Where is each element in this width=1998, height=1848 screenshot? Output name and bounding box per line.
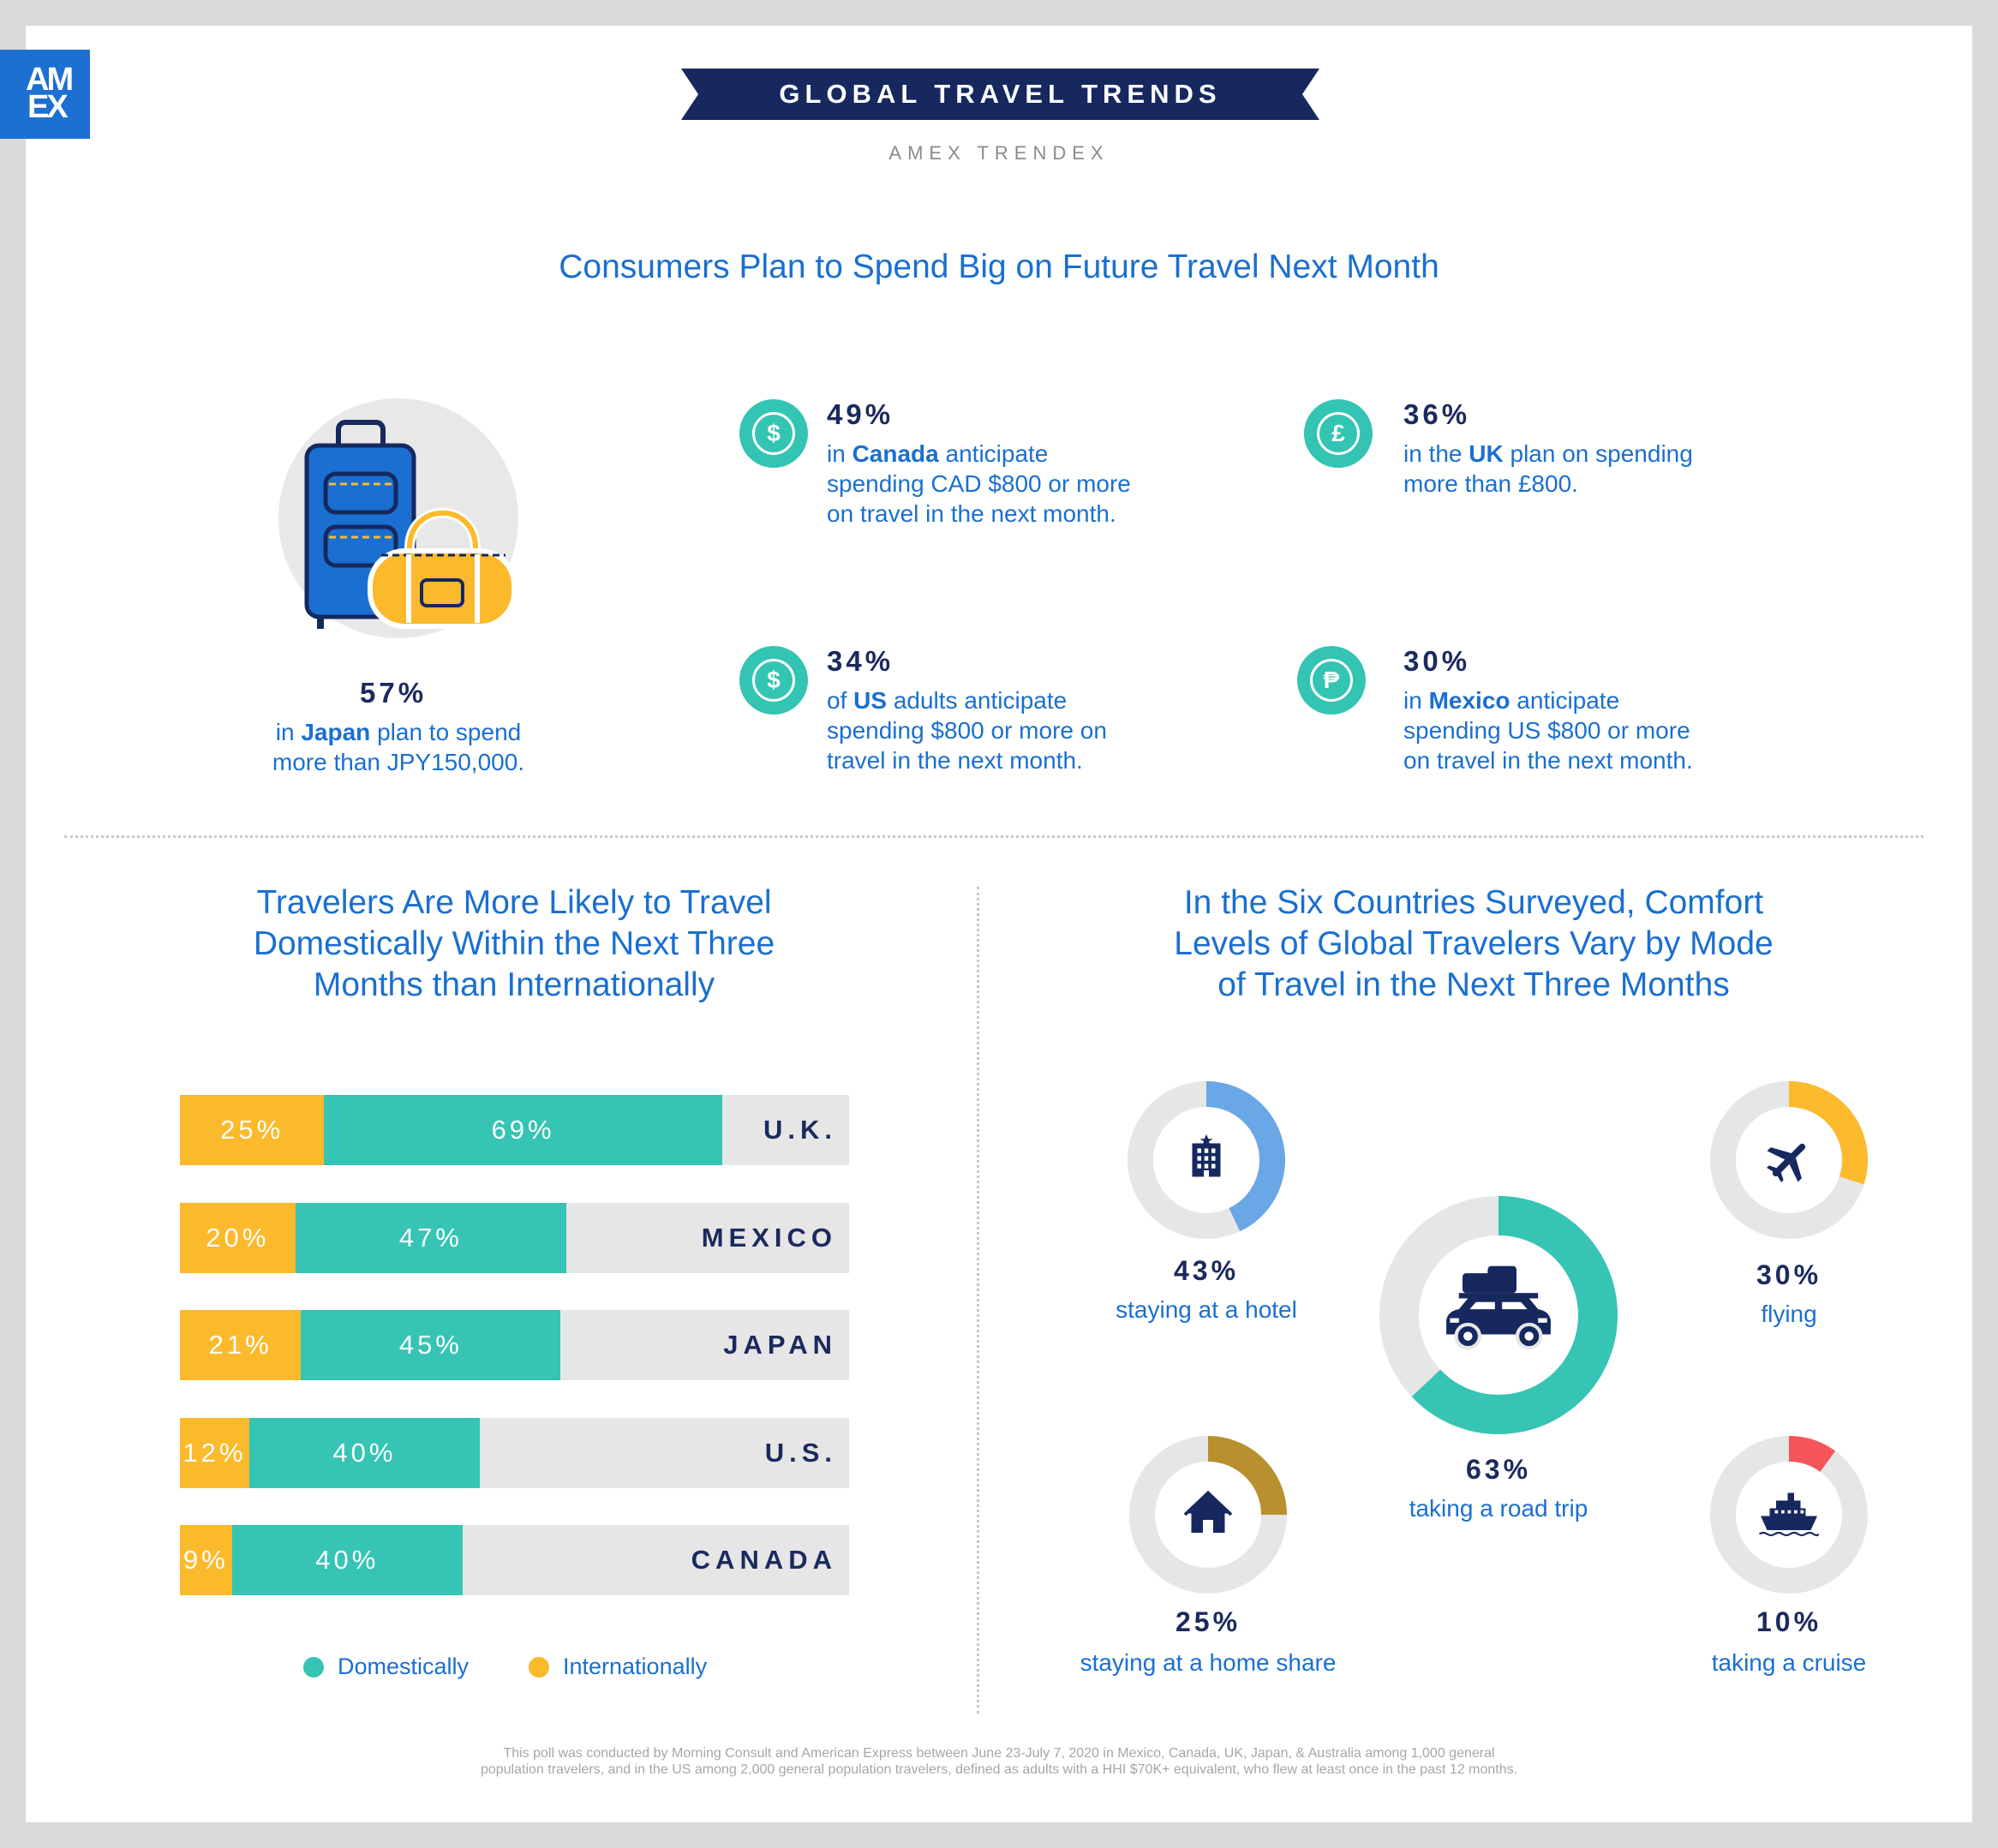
section1-title: Consumers Plan to Spend Big on Future Tr…: [559, 248, 1439, 285]
mexico-desc: in Mexico anticipate spending US $800 or…: [1403, 685, 1693, 775]
dollar-icon: $: [739, 399, 808, 468]
donut-pct: 43%: [1173, 1255, 1240, 1286]
canada-line3: on travel in the next month.: [827, 500, 1116, 527]
dollar-icon: $: [739, 646, 808, 715]
uk-post: plan on spending: [1503, 440, 1693, 467]
bar-domestic: 40%: [231, 1525, 463, 1595]
japan-pre: in: [275, 719, 302, 745]
uk-desc: in the UK plan on spending more than £80…: [1403, 439, 1693, 499]
us-symbol: $: [752, 659, 795, 702]
section2-title-line1: Travelers Are More Likely to Travel: [256, 884, 772, 921]
section3-title: In the Six Countries Surveyed, Comfort L…: [1131, 882, 1816, 1006]
amex-logo: AM EX: [0, 50, 90, 139]
legend-international-swatch: [529, 1657, 549, 1678]
donut-pct: 10%: [1756, 1606, 1822, 1637]
mexico-line3: on travel in the next month.: [1403, 747, 1693, 774]
canada-desc: in Canada anticipate spending CAD $800 o…: [827, 439, 1131, 529]
legend-domestic-swatch: [303, 1657, 324, 1678]
bar-domestic: 47%: [295, 1202, 567, 1273]
title-banner: [681, 69, 1319, 120]
section2-title-line3: Months than Internationally: [313, 966, 715, 1003]
bar-international: 25%: [180, 1095, 325, 1165]
uk-line2: more than £800.: [1403, 470, 1578, 497]
bar-category-label: U.S.: [764, 1437, 837, 1468]
uk-pct: 36%: [1403, 398, 1471, 430]
mexico-symbol: ₱: [1310, 659, 1353, 702]
uk-country: UK: [1469, 440, 1504, 467]
mexico-country: Mexico: [1428, 687, 1510, 714]
pound-icon: £: [1304, 399, 1373, 468]
bar-row: 9% 40% CANADA: [180, 1525, 849, 1595]
bar-international: 21%: [180, 1310, 302, 1380]
uk-symbol: £: [1317, 412, 1360, 455]
bar-category-label: CANADA: [691, 1545, 837, 1575]
bar-row: 25% 69% U.K.: [180, 1095, 849, 1165]
bar-international: 9%: [180, 1525, 232, 1595]
bar-category-label: MEXICO: [701, 1222, 837, 1253]
bar-row: 21% 45% JAPAN: [180, 1310, 849, 1380]
canada-pct: 49%: [827, 398, 894, 430]
canada-post: anticipate: [938, 440, 1049, 467]
uk-pre: in the: [1403, 440, 1469, 467]
japan-pct: 57%: [360, 677, 428, 709]
us-desc: of US adults anticipate spending $800 or…: [827, 685, 1107, 775]
banner-title: GLOBAL TRAVEL TRENDS: [779, 79, 1222, 109]
peso-icon: ₱: [1297, 646, 1366, 715]
bar-category-label: U.K.: [763, 1115, 837, 1145]
bar-international: 20%: [180, 1202, 296, 1273]
japan-line2: more than JPY150,000.: [272, 749, 525, 775]
footnote-line2: population travelers, and in the US amon…: [480, 1762, 1518, 1777]
japan-post: plan to spend: [370, 719, 522, 745]
mexico-pct: 30%: [1403, 645, 1471, 677]
japan-desc: in Japan plan to spend more than JPY150,…: [248, 717, 548, 777]
legend-domestic: Domestically: [338, 1654, 470, 1679]
donut-label: taking a road trip: [1409, 1495, 1588, 1522]
donut-pct: 63%: [1465, 1454, 1532, 1485]
us-pct: 34%: [827, 645, 894, 677]
japan-country: Japan: [301, 719, 371, 745]
canada-line2: spending CAD $800 or more: [827, 470, 1131, 497]
mexico-pre: in: [1403, 687, 1429, 714]
donut-label: flying: [1761, 1301, 1817, 1327]
bar-domestic: 69%: [324, 1095, 722, 1165]
footnote: This poll was conducted by Morning Consu…: [0, 1745, 1998, 1778]
section3-title-line2: Levels of Global Travelers Vary by Mode: [1174, 925, 1774, 962]
logo-line-1: AM: [26, 62, 74, 98]
bar-category-label: JAPAN: [723, 1330, 837, 1360]
mexico-post: anticipate: [1510, 687, 1620, 714]
bar-domestic: 45%: [301, 1310, 561, 1380]
us-pre: of: [827, 687, 854, 714]
donut-label: staying at a home share: [1080, 1649, 1337, 1676]
canada-country: Canada: [852, 440, 939, 467]
us-country: US: [853, 687, 888, 714]
subtitle: AMEX TRENDEX: [888, 142, 1110, 164]
donut-label: staying at a hotel: [1116, 1296, 1297, 1323]
bar-international: 12%: [180, 1417, 249, 1488]
donut-label: taking a cruise: [1711, 1649, 1867, 1676]
canada-pre: in: [827, 440, 852, 467]
section-divider: [64, 835, 1923, 838]
donut-pct: 25%: [1175, 1606, 1241, 1637]
infographic-card: [26, 26, 1972, 1822]
us-line3: travel in the next month.: [827, 747, 1083, 774]
section2-title: Travelers Are More Likely to Travel Dome…: [171, 882, 857, 1006]
section3-title-line1: In the Six Countries Surveyed, Comfort: [1183, 884, 1764, 921]
bar-row: 12% 40% U.S.: [180, 1417, 849, 1488]
us-post: adults anticipate: [887, 687, 1068, 714]
canada-symbol: $: [752, 412, 795, 455]
footnote-line1: This poll was conducted by Morning Consu…: [503, 1746, 1495, 1761]
logo-line-2: EX: [27, 89, 69, 125]
bar-row: 20% 47% MEXICO: [180, 1202, 849, 1273]
mexico-line2: spending US $800 or more: [1403, 717, 1690, 744]
luggage-icon: [278, 398, 518, 638]
us-line2: spending $800 or more on: [827, 717, 1107, 744]
donut-pct: 30%: [1756, 1259, 1822, 1290]
bar-domestic: 40%: [248, 1417, 481, 1488]
section3-title-line3: of Travel in the Next Three Months: [1217, 966, 1730, 1003]
section2-title-line2: Domestically Within the Next Three: [253, 925, 775, 962]
legend-international: Internationally: [563, 1654, 708, 1679]
column-divider: [977, 887, 979, 1713]
